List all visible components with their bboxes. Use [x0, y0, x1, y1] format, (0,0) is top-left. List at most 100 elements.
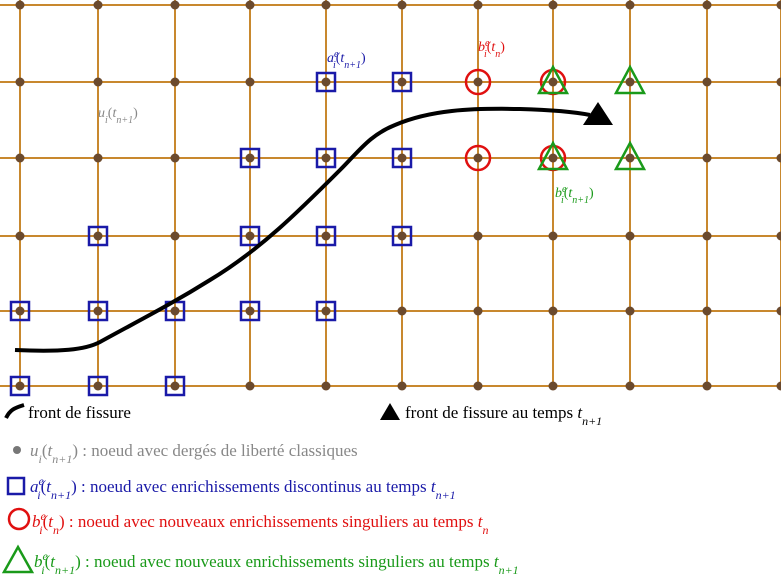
node — [776, 0, 781, 10]
node — [776, 381, 781, 391]
math-symbol: t — [48, 512, 54, 531]
text-run: ( — [487, 40, 492, 55]
crack-front — [14, 106, 591, 353]
node — [473, 77, 483, 87]
discontinuous-node — [391, 71, 413, 93]
subscript: n+1 — [582, 414, 602, 428]
crack-tip — [583, 102, 613, 125]
subscript: i — [37, 488, 40, 502]
discontinuous-node — [87, 225, 109, 247]
node — [776, 153, 781, 163]
legend-tip-icon — [380, 403, 400, 420]
node — [625, 231, 635, 241]
node — [397, 0, 407, 10]
discontinuous-node — [239, 225, 261, 247]
node — [170, 381, 180, 391]
discontinuous-node — [315, 225, 337, 247]
supscript: e — [41, 509, 47, 523]
node — [548, 0, 558, 10]
subscript: n+1 — [344, 60, 361, 71]
legend-dot-icon — [13, 446, 21, 454]
node — [93, 306, 103, 316]
node — [776, 306, 781, 316]
singular-node-tn1 — [536, 140, 570, 171]
legend-square-icon — [6, 476, 26, 496]
label-b-tn: be i(tn) — [478, 38, 505, 60]
discontinuous-node — [9, 300, 31, 322]
supscript: e — [39, 474, 45, 488]
node — [170, 153, 180, 163]
supscript: e — [334, 49, 339, 60]
node — [321, 77, 331, 87]
text-run: ( — [43, 512, 49, 531]
subscript: i — [39, 523, 42, 537]
node — [245, 231, 255, 241]
math-symbol: b — [34, 552, 43, 571]
subscript: i — [39, 452, 42, 466]
node — [245, 153, 255, 163]
text-run: ( — [42, 441, 48, 460]
node — [397, 231, 407, 241]
label-b-tn1: be i(tn+1) — [555, 184, 594, 206]
text-run: front de fissure — [28, 403, 131, 422]
singular-node-tn1 — [536, 64, 570, 95]
legend-sing-n: be i(tn) : noeud avec nouveaux enrichisse… — [32, 509, 488, 537]
subscript: i — [484, 49, 487, 60]
math-symbol: t — [568, 186, 573, 201]
math-symbol: t — [577, 403, 583, 422]
math-symbol: t — [48, 441, 54, 460]
node — [702, 306, 712, 316]
subscript: i — [41, 563, 44, 577]
node — [15, 77, 25, 87]
node — [776, 231, 781, 241]
node — [93, 0, 103, 10]
math-symbol: u — [30, 441, 39, 460]
node — [702, 231, 712, 241]
text-run: ) — [589, 186, 594, 201]
singular-node-tn — [464, 68, 492, 96]
label-u: ui(tn+1) — [98, 106, 138, 126]
subscript: n+1 — [55, 563, 75, 577]
node — [245, 77, 255, 87]
text-run: ) — [133, 106, 138, 121]
subscript: n+1 — [499, 563, 519, 577]
singular-node-tn1 — [613, 64, 647, 95]
node — [702, 0, 712, 10]
node — [625, 77, 635, 87]
node — [473, 153, 483, 163]
subscript: i — [333, 60, 336, 71]
text-run: ) : noeud avec nouveaux enrichissements … — [75, 552, 494, 571]
legend-crack: front de fissure — [28, 403, 131, 422]
subscript: n+1 — [116, 115, 133, 126]
discontinuous-node — [315, 71, 337, 93]
node — [397, 153, 407, 163]
legend-classic: ui(tn+1) : noeud avec dergés de liberté … — [30, 441, 358, 466]
text-run: ( — [45, 552, 51, 571]
node — [93, 77, 103, 87]
node — [15, 381, 25, 391]
node — [321, 231, 331, 241]
node — [245, 0, 255, 10]
text-run: ) — [361, 51, 366, 66]
node — [473, 306, 483, 316]
node — [548, 381, 558, 391]
discontinuous-node — [164, 375, 186, 397]
node — [625, 0, 635, 10]
text-run: ) : noeud avec enrichissements discontin… — [71, 477, 431, 496]
subscript: n — [53, 523, 59, 537]
supscript: e — [485, 38, 490, 49]
math-symbol: t — [112, 106, 117, 121]
supscript: e — [562, 184, 567, 195]
math-symbol: t — [494, 552, 500, 571]
text-run: ( — [108, 106, 113, 121]
discontinuous-node — [391, 147, 413, 169]
node — [625, 381, 635, 391]
node — [473, 231, 483, 241]
math-symbol: u — [98, 106, 105, 121]
label-a: ae i(tn+1) — [327, 49, 366, 71]
node — [702, 77, 712, 87]
node — [702, 153, 712, 163]
math-symbol: t — [46, 477, 52, 496]
node — [548, 77, 558, 87]
node — [473, 0, 483, 10]
